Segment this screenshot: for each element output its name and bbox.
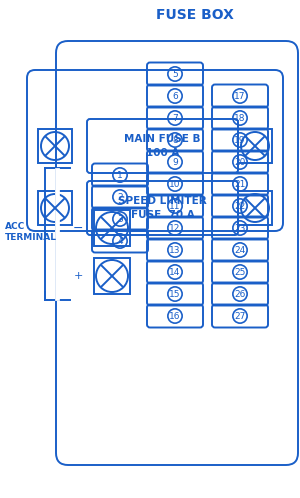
Text: 6: 6 [172, 92, 178, 101]
Text: SPEED LIMITER
FUSE  70 A: SPEED LIMITER FUSE 70 A [118, 196, 207, 220]
Text: 16: 16 [169, 312, 181, 321]
Text: 23: 23 [234, 224, 246, 233]
Text: 11: 11 [169, 202, 181, 211]
Text: 20: 20 [234, 157, 246, 166]
Text: 19: 19 [234, 135, 246, 144]
Text: 2: 2 [117, 193, 123, 202]
Text: 10: 10 [169, 179, 181, 189]
Text: MAIN FUSE B
100 A: MAIN FUSE B 100 A [124, 134, 201, 157]
Text: 14: 14 [169, 267, 181, 276]
Text: 9: 9 [172, 157, 178, 166]
Text: +: + [73, 271, 83, 281]
Text: 17: 17 [234, 92, 246, 101]
Text: 1: 1 [117, 170, 123, 179]
Text: 5: 5 [172, 70, 178, 79]
Text: 7: 7 [172, 114, 178, 123]
Text: 4: 4 [117, 237, 123, 246]
Text: 24: 24 [234, 246, 246, 254]
Text: 3: 3 [117, 215, 123, 224]
Text: 8: 8 [172, 135, 178, 144]
Text: FUSE BOX: FUSE BOX [156, 8, 234, 22]
Text: 12: 12 [169, 224, 181, 233]
Text: 21: 21 [234, 179, 246, 189]
Text: 18: 18 [234, 114, 246, 123]
Text: 26: 26 [234, 289, 246, 298]
Text: 13: 13 [169, 246, 181, 254]
Text: 15: 15 [169, 289, 181, 298]
Text: ACC
TERMINAL: ACC TERMINAL [5, 222, 57, 242]
Text: 25: 25 [234, 267, 246, 276]
Text: 27: 27 [234, 312, 246, 321]
Text: −: − [73, 222, 83, 235]
Text: 22: 22 [234, 202, 246, 211]
